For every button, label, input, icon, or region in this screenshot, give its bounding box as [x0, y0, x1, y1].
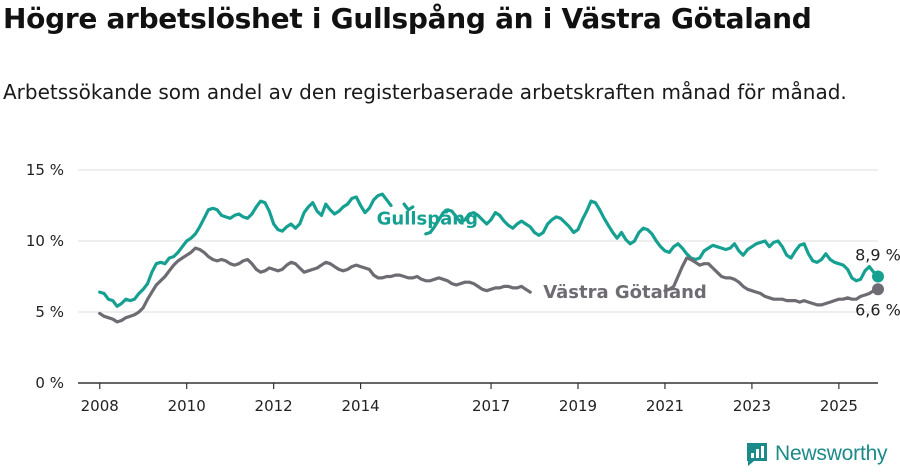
- end-value-label-gullspang: 8,9 %: [855, 246, 900, 265]
- newsworthy-logo-icon: [747, 443, 767, 466]
- series-line-gullspang: [402, 202, 415, 212]
- x-tick-label: 2021: [646, 397, 684, 415]
- series-label-gullspang: Gullspång: [377, 208, 478, 230]
- series-line-vastra-gotaland: [663, 256, 880, 307]
- end-point-vastra-gotaland: [872, 283, 884, 296]
- x-tick-label: 2010: [168, 397, 206, 415]
- brand-logo: Newsworthy: [745, 441, 888, 467]
- y-tick-label: 10 %: [26, 232, 64, 250]
- x-tick-label: 2025: [820, 397, 858, 415]
- series-line-vastra-gotaland: [98, 246, 532, 324]
- page-title: Högre arbetslöshet i Gullspång än i Väst…: [3, 2, 812, 35]
- series-line-gullspang: [98, 192, 393, 308]
- x-tick-label: 2014: [342, 397, 380, 415]
- brand-name: Newsworthy: [775, 442, 888, 465]
- x-tick-label: 2012: [255, 397, 293, 415]
- end-value-label-vastra-gotaland: 6,6 %: [855, 300, 900, 319]
- x-tick-label: 2023: [733, 397, 771, 415]
- y-tick-label: 5 %: [35, 303, 64, 321]
- page-subtitle: Arbetssökande som andel av den registerb…: [3, 80, 847, 104]
- x-tick-label: 2017: [472, 397, 510, 415]
- series-label-vastra-gotaland: Västra Götaland: [543, 282, 707, 303]
- x-tick-label: 2008: [81, 397, 119, 415]
- series-line-gullspang: [424, 199, 880, 283]
- line-chart: 0 % 5 % 10 % 15 % 2008 2010 2012 2014 2017 2019 20…: [26, 161, 900, 415]
- y-tick-label: 15 %: [26, 161, 64, 179]
- end-point-gullspang: [872, 270, 884, 283]
- x-tick-label: 2019: [559, 397, 597, 415]
- y-tick-label: 0 %: [35, 374, 64, 392]
